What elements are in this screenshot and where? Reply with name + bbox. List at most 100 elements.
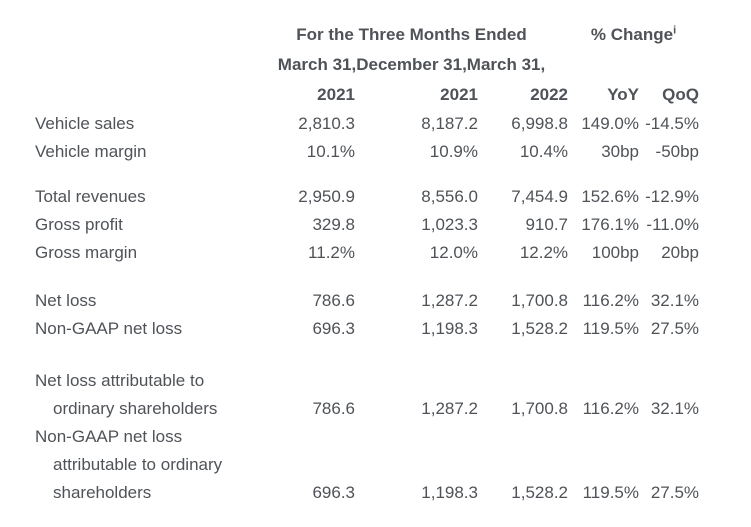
- row-label: Total revenues: [35, 183, 255, 211]
- header-yoy-col: YoY: [607, 85, 640, 104]
- cell-value: 32.1%: [650, 291, 700, 310]
- cell-value: 1,528.2: [511, 319, 569, 338]
- cell-value: 786.6: [312, 399, 355, 418]
- header-year-col2: 2021: [440, 85, 478, 104]
- financials-table: For the Three Months Ended % Changei Mar…: [35, 20, 699, 507]
- cell-value: 10.9%: [429, 142, 478, 161]
- table-header: For the Three Months Ended % Changei Mar…: [35, 20, 699, 110]
- table-body: Vehicle sales 2,810.3 8,187.2 6,998.8 149.0%…: [35, 110, 699, 507]
- cell-value: 12.0%: [429, 243, 478, 262]
- group-spacer-cell: [35, 343, 699, 367]
- table-row: Net loss 786.6 1,287.2 1,700.8 116.2% 32.1%: [35, 287, 699, 315]
- group-spacer-cell: [35, 166, 699, 183]
- header-empty-cell: [35, 20, 255, 50]
- header-dates-line: March 31,December 31,March 31,: [277, 55, 546, 74]
- table-row: Vehicle sales 2,810.3 8,187.2 6,998.8 149.0%…: [35, 110, 699, 138]
- cell-value: 100bp: [591, 243, 640, 262]
- cell-value: 696.3: [312, 483, 355, 502]
- cell-value: 2,810.3: [298, 114, 355, 133]
- header-empty-cell: [35, 50, 255, 80]
- row-label: Vehicle sales: [35, 110, 255, 138]
- row-label-line: ordinary shareholders: [53, 399, 218, 418]
- cell-value: 6,998.8: [511, 114, 569, 133]
- row-label-line: Non-GAAP net loss: [35, 427, 183, 446]
- cell-value: 1,700.8: [511, 399, 569, 418]
- cell-value: 27.5%: [650, 483, 700, 502]
- row-label: Net loss attributable to ordinary shareho…: [35, 367, 255, 423]
- row-label-line: Gross profit: [35, 215, 123, 234]
- row-label: Net loss: [35, 287, 255, 315]
- cell-value: 119.5%: [582, 483, 640, 502]
- row-label: Non-GAAP net loss attributable to ordinar…: [35, 423, 255, 507]
- cell-value: 119.5%: [582, 319, 640, 338]
- row-label-line: Net loss: [35, 291, 97, 310]
- cell-value: 116.2%: [582, 399, 640, 418]
- group-spacer: [35, 166, 699, 183]
- cell-value: -14.5%: [645, 114, 700, 133]
- cell-value: 1,287.2: [421, 399, 478, 418]
- row-label-line: shareholders: [53, 483, 152, 502]
- table-row: Vehicle margin 10.1% 10.9% 10.4% 30bp -50bp: [35, 138, 699, 166]
- cell-value: 786.6: [312, 291, 355, 310]
- header-row-period: For the Three Months Ended % Changei: [35, 20, 699, 50]
- header-year-col3: 2022: [530, 85, 569, 104]
- row-label: Non-GAAP net loss: [35, 315, 255, 343]
- header-change-title: % Changei: [568, 20, 699, 50]
- header-qoq-col: QoQ: [662, 85, 700, 104]
- cell-value: -11.0%: [646, 215, 700, 234]
- cell-value: 1,023.3: [421, 215, 478, 234]
- cell-value: 1,198.3: [421, 483, 478, 502]
- cell-value: 1,700.8: [511, 291, 569, 310]
- cell-value: 152.6%: [581, 187, 640, 206]
- header-empty-cell: [35, 80, 255, 110]
- group-spacer-cell: [35, 267, 699, 287]
- row-label-line: Non-GAAP net loss: [35, 319, 183, 338]
- group-spacer: [35, 343, 699, 367]
- cell-value: 10.4%: [519, 142, 569, 161]
- cell-value: 176.1%: [581, 215, 640, 234]
- table-row: Net loss attributable to ordinary shareho…: [35, 367, 699, 423]
- cell-value: 12.2%: [519, 243, 569, 262]
- cell-value: 20bp: [661, 243, 700, 262]
- table-row: Gross profit 329.8 1,023.3 910.7 176.1% -11.0…: [35, 211, 699, 239]
- cell-value: 7,454.9: [511, 187, 569, 206]
- row-label-line: Gross margin: [35, 243, 138, 262]
- cell-value: 1,528.2: [511, 483, 569, 502]
- change-title-text: % Change: [590, 25, 674, 44]
- table-row: Total revenues 2,950.9 8,556.0 7,454.9 152.6…: [35, 183, 699, 211]
- row-label-line: Total revenues: [35, 187, 146, 206]
- cell-value: 30bp: [601, 142, 640, 161]
- row-label: Gross profit: [35, 211, 255, 239]
- cell-value: -50bp: [655, 142, 700, 161]
- row-label: Gross margin: [35, 239, 255, 267]
- cell-value: 910.7: [525, 215, 569, 234]
- pct-change-footnote: i: [673, 24, 677, 37]
- cell-value: 2,950.9: [298, 187, 355, 206]
- header-row-years: 2021 2021 2022 YoY QoQ: [35, 80, 699, 110]
- table-row: Non-GAAP net loss 696.3 1,198.3 1,528.2 119.…: [35, 315, 699, 343]
- row-label-line: Vehicle margin: [35, 142, 147, 161]
- table-row: Non-GAAP net loss attributable to ordinar…: [35, 423, 699, 507]
- cell-value: 27.5%: [650, 319, 700, 338]
- group-spacer: [35, 267, 699, 287]
- cell-value: 11.2%: [308, 243, 355, 262]
- cell-value: 8,187.2: [421, 114, 478, 133]
- period-title-text: For the Three Months Ended: [296, 25, 527, 44]
- row-label-line: Vehicle sales: [35, 114, 135, 133]
- header-year-col1: 2021: [317, 85, 355, 104]
- cell-value: 1,198.3: [421, 319, 478, 338]
- row-label-line: attributable to ordinary: [53, 455, 223, 474]
- table-row: Gross margin 11.2% 12.0% 12.2% 100bp 20bp: [35, 239, 699, 267]
- cell-value: -12.9%: [645, 187, 700, 206]
- header-period-title: For the Three Months Ended: [255, 20, 568, 50]
- cell-value: 1,287.2: [421, 291, 478, 310]
- cell-value: 696.3: [312, 319, 355, 338]
- cell-value: 32.1%: [650, 399, 700, 418]
- cell-value: 8,556.0: [421, 187, 478, 206]
- cell-value: 10.1%: [306, 142, 355, 161]
- row-label: Vehicle margin: [35, 138, 255, 166]
- header-row-dates: March 31,December 31,March 31,: [35, 50, 699, 80]
- header-empty-cell: [568, 50, 699, 80]
- cell-value: 329.8: [312, 215, 355, 234]
